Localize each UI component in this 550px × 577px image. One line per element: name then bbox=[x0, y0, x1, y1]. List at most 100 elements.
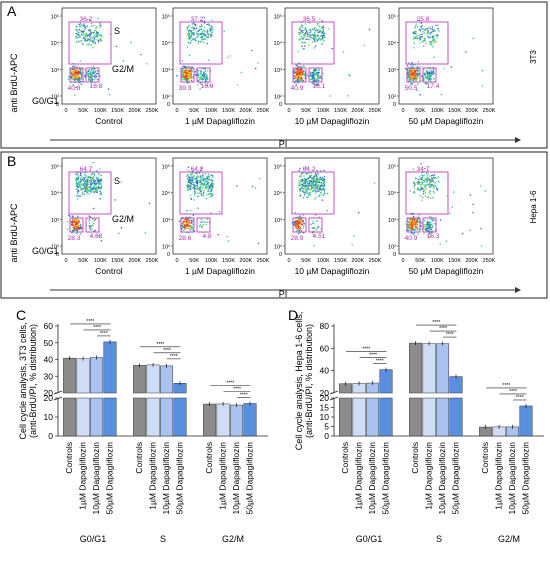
event-dot bbox=[299, 26, 302, 29]
event-dot bbox=[358, 211, 360, 214]
event-dot bbox=[206, 30, 209, 32]
event-dot bbox=[98, 173, 101, 176]
event-dot bbox=[423, 79, 426, 81]
event-dot bbox=[412, 64, 415, 66]
event-dot bbox=[313, 36, 315, 39]
event-dot bbox=[84, 188, 87, 191]
event-dot bbox=[197, 195, 199, 198]
event-dot bbox=[185, 226, 188, 229]
gate-label-g0g1: G0/G1 bbox=[32, 246, 59, 256]
event-dot bbox=[308, 188, 311, 190]
event-dot bbox=[86, 72, 88, 75]
event-dot bbox=[187, 36, 190, 38]
event-dot bbox=[422, 188, 424, 191]
event-dot bbox=[194, 181, 196, 184]
event-dot bbox=[322, 30, 325, 32]
event-dot bbox=[186, 46, 189, 48]
event-dot bbox=[202, 41, 205, 43]
event-dot bbox=[86, 176, 88, 179]
event-dot bbox=[190, 184, 192, 187]
event-dot bbox=[202, 186, 204, 189]
event-dot bbox=[186, 178, 189, 180]
event-dot bbox=[324, 36, 326, 38]
event-dot bbox=[323, 40, 326, 42]
event-dot bbox=[363, 44, 366, 47]
event-dot bbox=[203, 34, 205, 36]
event-dot bbox=[317, 185, 320, 187]
event-dot bbox=[91, 31, 93, 34]
y-tick-label: 80 bbox=[320, 321, 330, 331]
event-dot bbox=[200, 40, 202, 43]
event-dot bbox=[299, 227, 301, 230]
event-dot bbox=[321, 194, 323, 196]
event-dot bbox=[296, 220, 298, 222]
event-dot bbox=[301, 26, 304, 29]
event-dot bbox=[298, 69, 301, 71]
event-dot bbox=[315, 79, 317, 81]
event-dot bbox=[204, 68, 206, 70]
event-dot bbox=[75, 86, 77, 89]
x-tick-label: 250K bbox=[483, 108, 496, 114]
event-dot bbox=[91, 79, 94, 82]
event-dot bbox=[92, 207, 95, 210]
event-dot bbox=[323, 175, 326, 178]
y-tick-label: 10² bbox=[162, 95, 170, 101]
event-dot bbox=[76, 183, 78, 186]
event-dot bbox=[348, 73, 350, 76]
event-dot bbox=[417, 69, 419, 72]
event-dot bbox=[68, 75, 70, 78]
event-dot bbox=[100, 174, 102, 177]
event-dot bbox=[321, 185, 323, 187]
category-label: 50µM Dapagliflozin bbox=[105, 442, 115, 515]
event-dot bbox=[189, 36, 192, 38]
event-dot bbox=[417, 83, 419, 85]
event-dot bbox=[212, 182, 214, 185]
event-dot bbox=[424, 177, 427, 180]
bar-lower bbox=[63, 397, 77, 437]
event-dot bbox=[414, 223, 416, 226]
event-dot bbox=[87, 70, 89, 73]
event-dot bbox=[190, 183, 193, 186]
event-dot bbox=[71, 219, 73, 221]
event-dot bbox=[70, 221, 72, 223]
event-dot bbox=[93, 174, 96, 177]
event-dot bbox=[183, 74, 186, 76]
g0g1-percent: 40.8 bbox=[68, 85, 81, 92]
event-dot bbox=[196, 181, 198, 184]
event-dot bbox=[300, 180, 302, 182]
event-dot bbox=[120, 181, 122, 183]
event-dot bbox=[299, 167, 301, 170]
event-dot bbox=[206, 193, 208, 196]
event-dot bbox=[421, 179, 424, 181]
event-dot bbox=[297, 76, 300, 79]
event-dot bbox=[189, 179, 191, 181]
event-dot bbox=[310, 188, 313, 190]
event-dot bbox=[301, 69, 303, 71]
event-dot bbox=[313, 74, 316, 77]
event-dot bbox=[88, 186, 91, 189]
event-dot bbox=[203, 189, 205, 191]
condition-label: 1 µM Dapagliflozin bbox=[185, 266, 255, 276]
bar-lower bbox=[76, 397, 90, 437]
event-dot bbox=[79, 225, 82, 227]
event-dot bbox=[194, 29, 197, 31]
event-dot bbox=[90, 22, 93, 25]
event-dot bbox=[212, 193, 214, 195]
event-dot bbox=[416, 25, 419, 28]
event-dot bbox=[88, 77, 90, 79]
event-dot bbox=[318, 25, 321, 28]
event-dot bbox=[99, 22, 101, 25]
event-dot bbox=[204, 30, 206, 33]
gate-label-g2m: G2/M bbox=[112, 214, 134, 224]
event-dot bbox=[434, 176, 437, 179]
event-dot bbox=[193, 190, 196, 193]
event-dot bbox=[423, 219, 426, 222]
event-dot bbox=[419, 38, 422, 40]
event-dot bbox=[480, 185, 482, 187]
y-tick-label: 10² bbox=[388, 245, 396, 251]
event-dot bbox=[312, 220, 315, 222]
event-dot bbox=[318, 178, 321, 181]
event-dot bbox=[409, 75, 412, 77]
